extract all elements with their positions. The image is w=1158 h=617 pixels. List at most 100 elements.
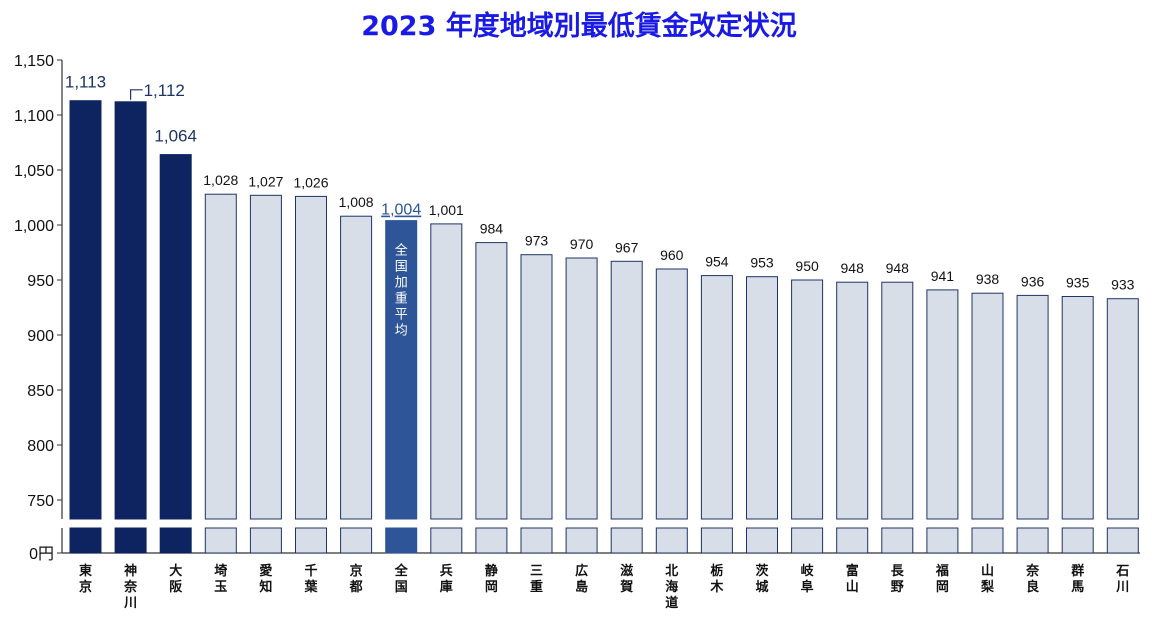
category-label: 広 [575, 563, 588, 579]
category-label: 阜 [801, 579, 814, 595]
category-label: 全 [394, 563, 409, 579]
bar [385, 220, 418, 520]
value-label: 960 [660, 247, 684, 263]
category-label: 京 [350, 563, 363, 579]
bar-base [926, 527, 959, 554]
category-label: 島 [575, 579, 588, 595]
average-bar-label: 加 [395, 276, 408, 291]
category-label: 山 [981, 563, 994, 579]
bar-base [881, 527, 914, 554]
bar [881, 281, 914, 520]
y-tick-label: 1,050 [14, 163, 54, 180]
value-label: 948 [841, 260, 865, 276]
label-leader-line [130, 89, 143, 100]
category-label: 三 [530, 564, 543, 579]
value-label: 938 [976, 271, 1000, 287]
bar-base [340, 527, 373, 554]
bar [1016, 294, 1049, 520]
bar-base [295, 527, 327, 554]
category-label: 木 [709, 579, 724, 595]
average-bar-label: 国 [395, 260, 408, 275]
value-label: 948 [886, 260, 910, 276]
bar-base [159, 527, 192, 554]
value-label: 950 [795, 258, 819, 274]
value-label: 1,008 [339, 194, 374, 210]
bar [971, 292, 1004, 520]
value-label: 936 [1021, 273, 1045, 289]
value-label: 935 [1066, 275, 1090, 291]
category-label: 北 [665, 564, 678, 579]
category-label: 岡 [936, 580, 949, 595]
bar [1106, 298, 1139, 520]
category-label: 城 [755, 579, 768, 595]
value-label: 1,028 [203, 172, 238, 188]
category-label: 富 [846, 563, 859, 579]
value-label: 1,113 [65, 73, 106, 92]
bar [610, 260, 643, 520]
category-label: 海 [665, 579, 678, 595]
value-label: 941 [931, 268, 955, 284]
value-label: 1,026 [293, 174, 328, 190]
bar [114, 101, 147, 520]
bar [655, 268, 688, 520]
bar-base [565, 527, 598, 554]
category-label: 奈 [1025, 563, 1040, 579]
value-label: 1,004 [381, 202, 421, 219]
average-bar-label: 均 [395, 324, 408, 339]
value-label: 953 [750, 255, 774, 271]
y-tick-label: 1,150 [14, 53, 54, 70]
bar-base [836, 527, 869, 554]
category-label: 愛 [259, 563, 272, 579]
y-tick-label: 0円 [29, 546, 54, 563]
bar-base [655, 527, 688, 554]
bar [746, 276, 778, 520]
category-label: 長 [891, 564, 905, 579]
bar-base [1106, 527, 1139, 554]
chart-title: 2023 年度地域別最低賃金改定状況 [361, 11, 797, 42]
bar-base [430, 527, 463, 554]
category-label: 大 [169, 563, 182, 579]
y-tick-label: 850 [27, 383, 54, 400]
category-label: 埼 [214, 563, 227, 579]
category-label: 重 [530, 579, 543, 595]
category-label: 滋 [620, 563, 633, 579]
category-label: 群 [1071, 563, 1084, 579]
category-label: 梨 [980, 579, 995, 595]
y-tick-label: 800 [27, 438, 54, 455]
category-label: 福 [935, 563, 949, 579]
value-label: 970 [570, 236, 594, 252]
value-label: 973 [525, 233, 549, 249]
value-label: 1,027 [248, 173, 283, 189]
bar-base [114, 527, 147, 554]
average-bar-label: 全 [395, 243, 408, 259]
category-label: 兵 [440, 563, 453, 579]
category-label: 奈 [123, 579, 138, 595]
bar-base [1061, 527, 1094, 554]
category-label: 良 [1026, 579, 1039, 595]
bar [926, 289, 959, 520]
average-bar-label: 重 [395, 291, 408, 307]
value-label: 967 [615, 239, 639, 255]
category-label: 川 [1115, 580, 1129, 595]
y-tick-label: 1,000 [14, 218, 54, 235]
category-label: 岐 [801, 563, 815, 579]
bar-base [971, 527, 1004, 554]
value-label: 933 [1111, 277, 1135, 293]
category-label: 葉 [303, 579, 318, 595]
category-label: 都 [349, 579, 363, 595]
category-label: 茨 [755, 563, 769, 579]
bar [249, 194, 282, 520]
bar-base [1016, 527, 1049, 554]
category-label: 野 [891, 580, 904, 595]
category-label: 阪 [169, 580, 183, 595]
category-label: 賀 [619, 579, 633, 595]
category-label: 石 [1115, 564, 1129, 579]
category-label: 神 [124, 563, 137, 579]
bar-base [746, 527, 778, 554]
bar [295, 195, 327, 520]
value-label: 954 [705, 254, 729, 270]
bar [475, 242, 508, 520]
bar [340, 215, 373, 520]
category-label: 東 [79, 563, 92, 579]
